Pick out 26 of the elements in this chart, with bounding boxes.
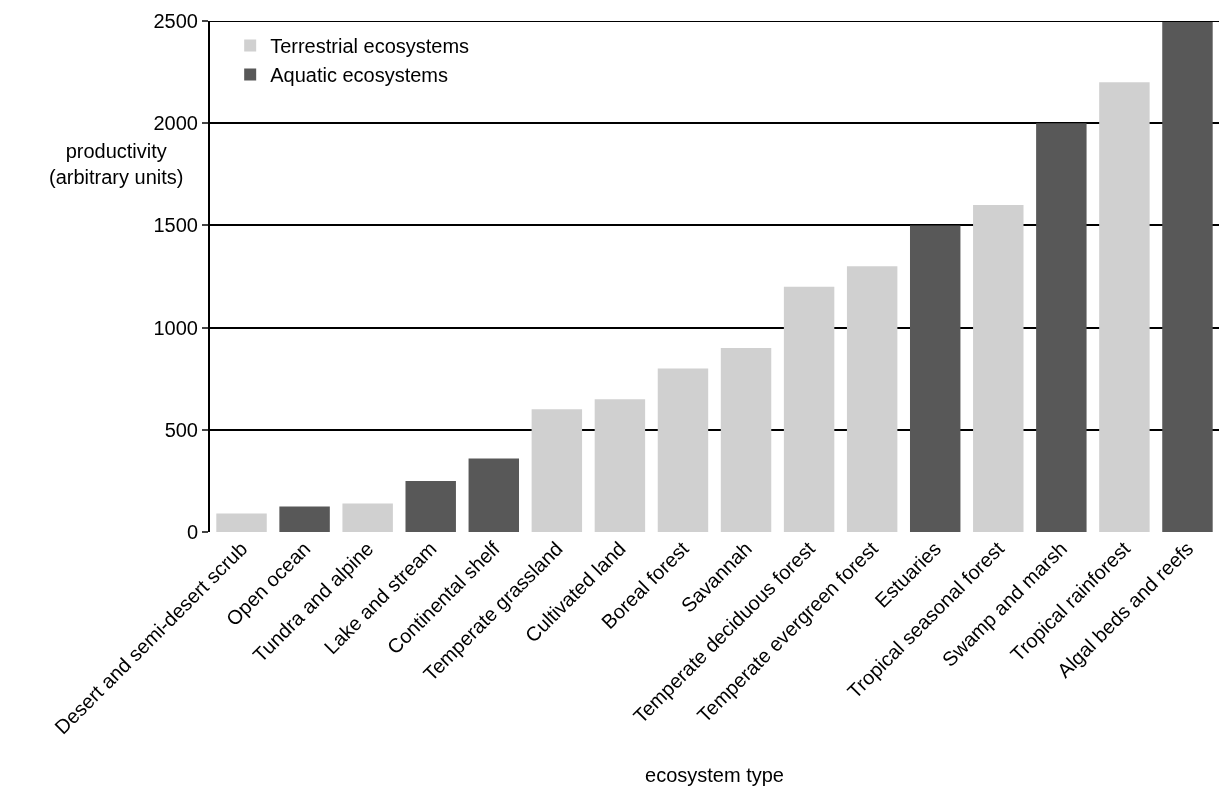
bar <box>909 225 961 532</box>
bar <box>1036 123 1087 532</box>
bar <box>405 480 456 532</box>
y-axis-title: productivity (arbitrary units) <box>49 140 184 188</box>
bar <box>1162 21 1213 532</box>
bar <box>973 204 1024 532</box>
bar <box>279 506 330 532</box>
bar <box>846 266 898 532</box>
legend-label: Terrestrial ecosystems <box>270 35 470 58</box>
bar <box>594 399 646 532</box>
y-tick-label: 2000 <box>153 112 198 135</box>
bar <box>342 503 393 532</box>
bar <box>657 368 709 532</box>
legend-label: Aquatic ecosystems <box>270 64 449 87</box>
bar <box>720 348 772 532</box>
y-tick-label: 1500 <box>153 214 198 237</box>
y-tick-label: 1000 <box>153 316 198 339</box>
y-tick-label: 2500 <box>153 10 198 32</box>
bar <box>531 409 583 532</box>
y-tick-label: 500 <box>164 418 198 441</box>
bar <box>468 458 520 532</box>
bar <box>783 286 835 532</box>
bar <box>1099 82 1150 532</box>
bar <box>216 513 267 532</box>
y-tick-label: 0 <box>186 521 198 543</box>
x-axis-title: ecosystem type <box>645 763 784 786</box>
